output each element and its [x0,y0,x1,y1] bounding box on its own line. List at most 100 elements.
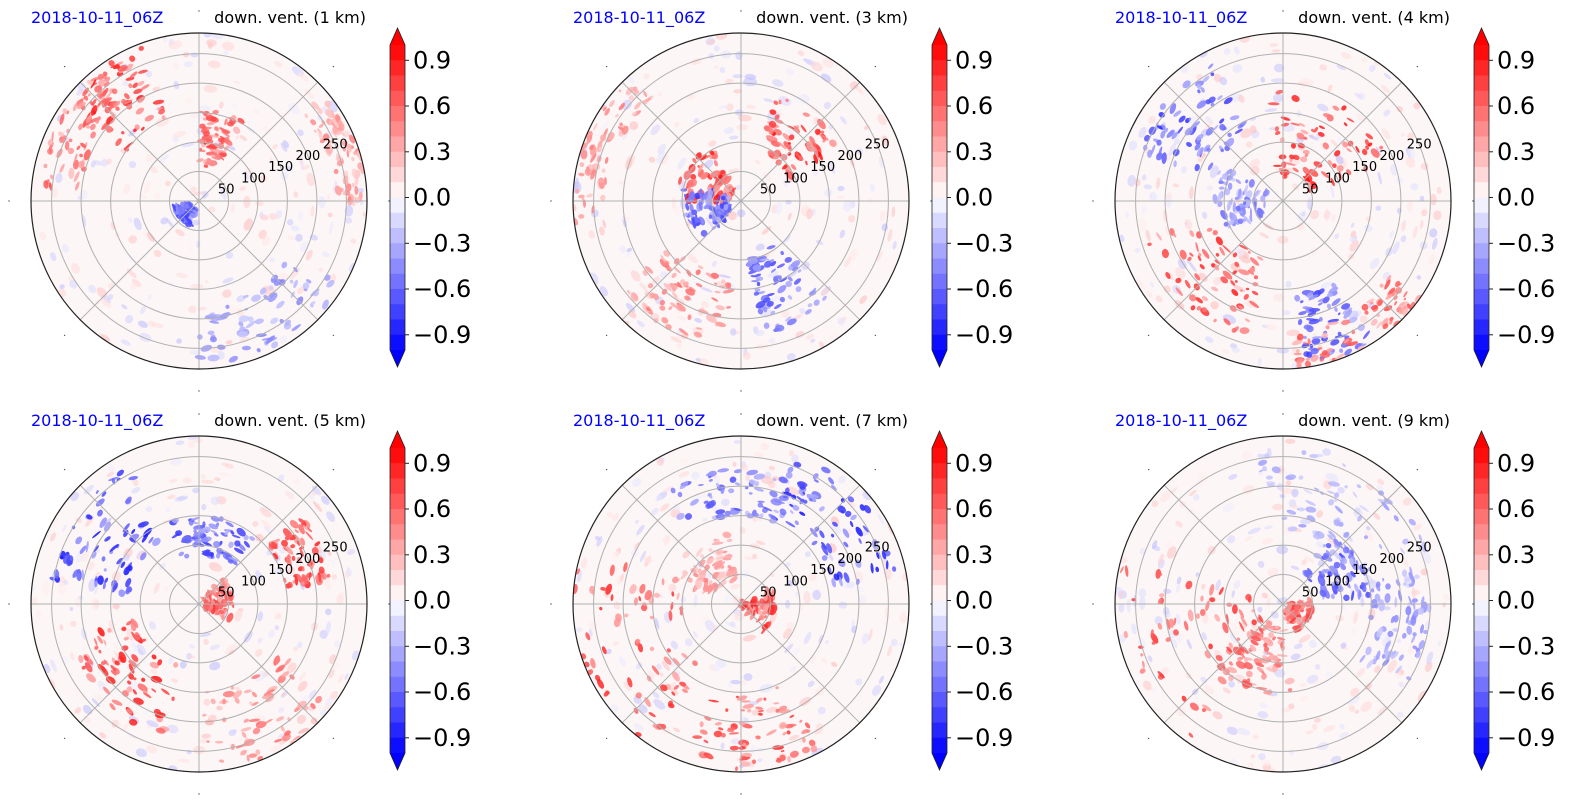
field-cell [1323,113,1331,118]
field-speck [324,576,331,590]
field-speck [1305,730,1314,735]
colorbar-outline [1473,430,1490,771]
field-cell [1248,179,1255,188]
field-cell [629,584,637,595]
field-cell [1355,145,1360,153]
polar-panel: 2018-10-11_06Z down. vent. (9 km) 50 100 150… [1084,408,1583,803]
field-cell [787,295,793,300]
field-speck [1145,229,1151,242]
field-speck [662,535,671,543]
field-speck [787,579,793,587]
angular-tick [1092,603,1094,605]
field-cell [1199,609,1206,616]
field-cell [249,701,253,706]
field-speck [1131,623,1137,635]
field-cell [1331,282,1337,289]
field-cell [726,306,732,309]
colorbar-band [390,60,405,76]
colorbar-band [1474,319,1489,336]
field-speck [112,603,120,610]
field-cell [802,499,808,504]
field-cell [783,141,792,150]
field-cell [79,153,83,158]
field-speck [160,217,169,225]
angular-tick [605,737,608,740]
field-cell [1406,625,1413,635]
field-cell [72,569,79,578]
field-cell [103,81,110,87]
angular-gridline [198,603,319,724]
field-cell [207,354,220,362]
field-speck [297,210,304,221]
field-speck [1175,520,1183,528]
field-cell [609,100,615,108]
field-cell [1187,256,1192,262]
colorbar-band [390,722,405,739]
field-speck [235,135,240,140]
angular-tick [1147,334,1150,337]
field-cell [697,568,702,573]
field-cell [809,493,819,498]
field-cell [1296,132,1305,140]
colorbar-band [390,106,405,122]
field-speck [650,124,661,136]
polar-panel: 2018-10-11_06Z down. vent. (5 km) 50 100 150… [0,408,520,803]
field-cell [1403,297,1407,301]
field-cell [100,660,107,665]
field-cell [753,291,760,296]
field-cell [1247,596,1252,603]
field-cell [1367,142,1373,147]
field-cell [714,282,718,285]
colorbar-band [390,600,405,617]
field-cell [1378,599,1385,612]
field-cell [580,149,588,160]
field-cell [1351,590,1355,602]
field-speck [673,727,681,733]
field-cell [1279,494,1286,499]
field-cell [1346,148,1352,153]
field-speck [1257,560,1265,568]
field-speck [732,461,737,467]
field-cell [81,665,86,670]
angular-gridline [740,81,861,202]
field-speck [1396,105,1403,113]
radial-tick-label: 100 [783,171,808,186]
field-speck [837,194,844,200]
field-speck [1188,115,1198,125]
field-cell [875,566,880,573]
field-cell [173,662,179,668]
field-cell [193,541,198,548]
field-cell [1307,338,1311,345]
field-speck [1238,94,1245,103]
field-speck [1300,78,1314,86]
field-cell [584,139,590,149]
field-cell [1317,302,1323,306]
field-speck [878,675,885,684]
field-cell [264,718,273,724]
colorbar-band [932,273,947,290]
field-cell [1228,219,1235,225]
field-speck [1304,555,1315,563]
field-cell [601,168,606,173]
field-cell [275,664,286,673]
field-cell [1155,568,1162,579]
colorbar-band [1474,570,1489,586]
field-cell [101,491,107,497]
field-cell [1157,623,1163,630]
field-speck [613,641,619,646]
colorbar-outline [931,27,948,368]
field-cell [202,713,207,717]
field-cell [763,697,767,701]
angular-tick [63,334,66,337]
angular-gridline [79,200,200,321]
field-cell [1140,653,1144,657]
field-cell [722,531,732,539]
field-speck [204,280,209,284]
field-speck [330,690,338,700]
field-cell [1317,575,1326,586]
field-cell [1234,261,1240,268]
field-cell [1323,297,1328,302]
field-cell [240,727,252,732]
field-cell [717,571,726,581]
field-cell [713,160,718,167]
